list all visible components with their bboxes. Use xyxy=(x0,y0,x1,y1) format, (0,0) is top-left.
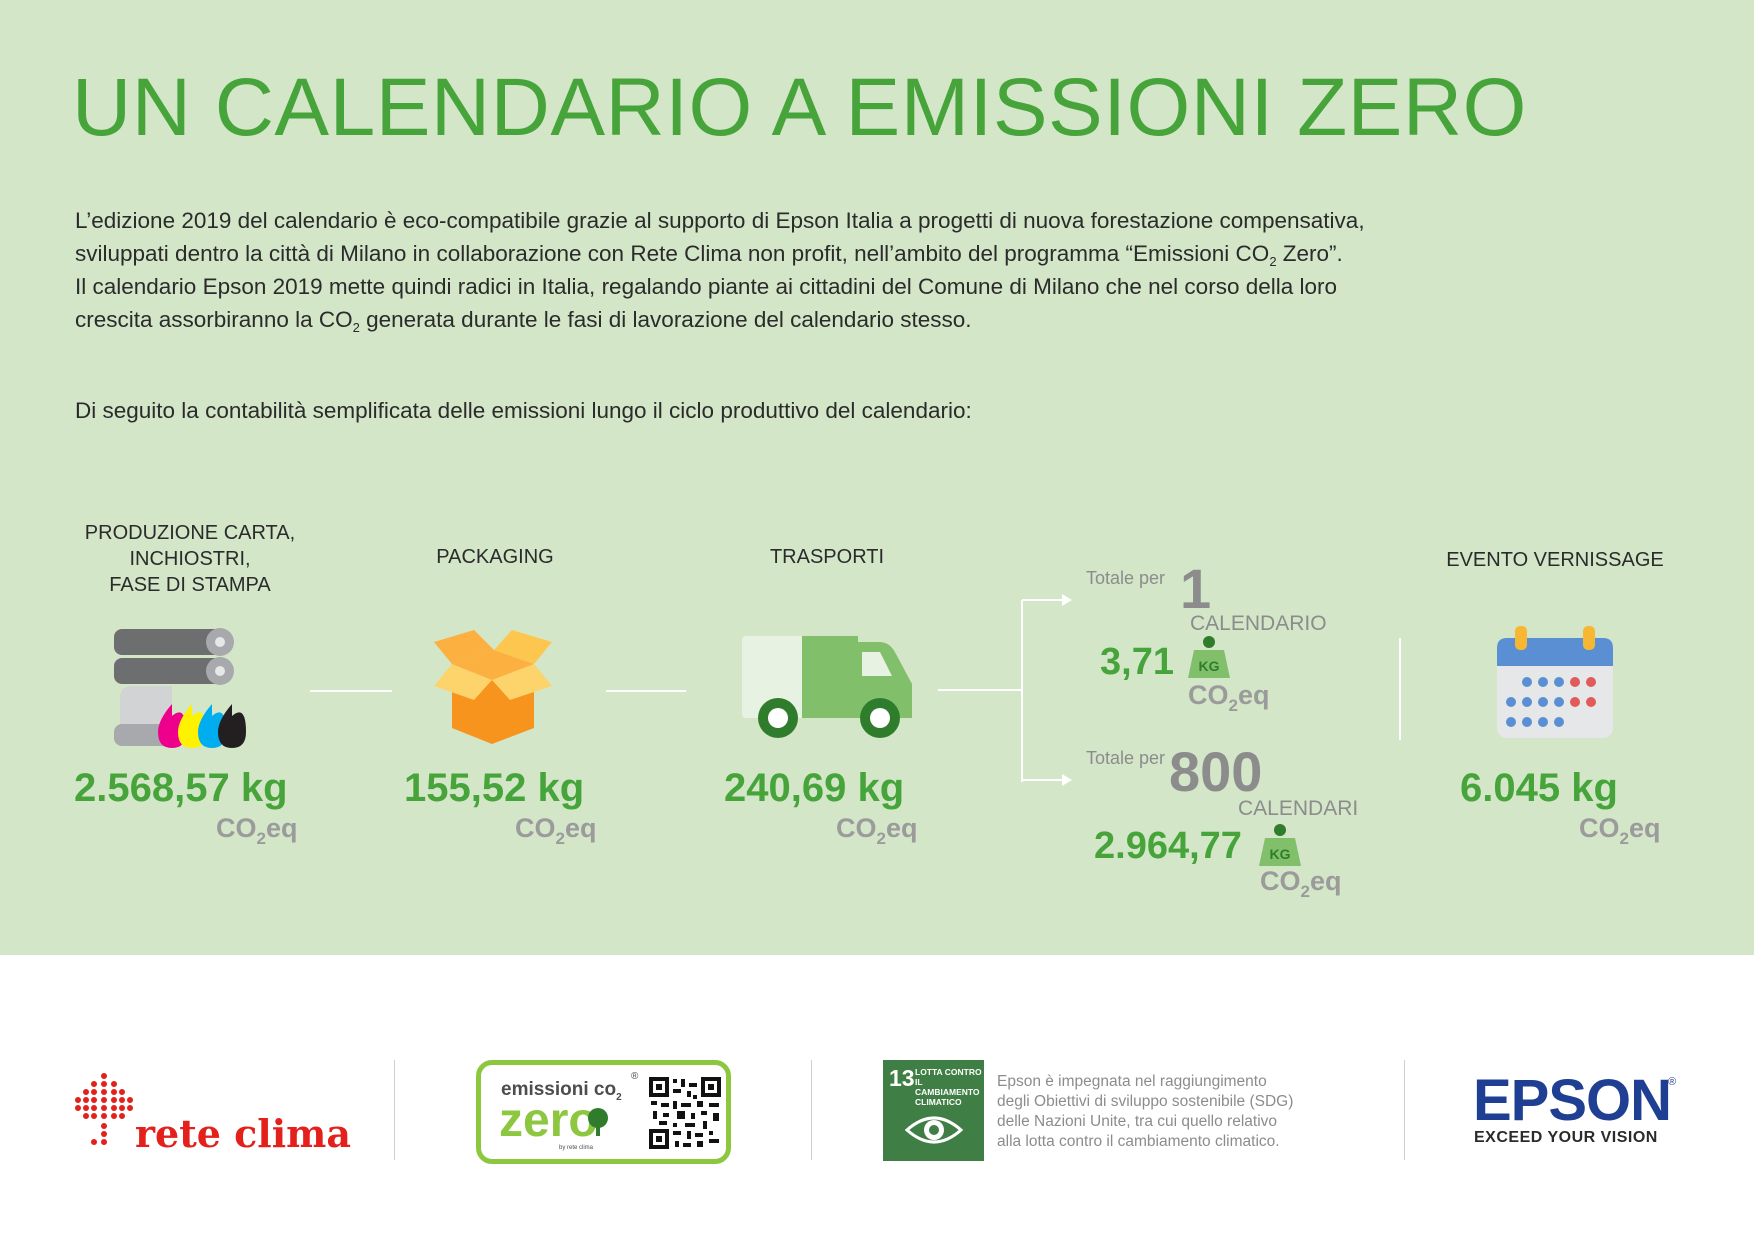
total-one-unit: CO2eq xyxy=(1188,680,1270,715)
footer-divider xyxy=(1404,1060,1405,1160)
total-one-value: 3,71 xyxy=(1100,641,1174,683)
zero-label: zero xyxy=(499,1094,598,1147)
epson-logo: EPSON xyxy=(1473,1068,1672,1133)
weight-kg-icon: KG xyxy=(1259,824,1301,866)
total-many-caption: CALENDARI xyxy=(1238,797,1359,820)
intro-line-1: L’edizione 2019 del calendario è eco-com… xyxy=(75,208,1365,233)
delivery-truck-icon xyxy=(742,636,912,738)
stage-label-packaging: PACKAGING xyxy=(436,546,554,568)
page-title: UN CALENDARIO A EMISSIONI ZERO xyxy=(72,62,1527,153)
stage-label-evento: EVENTO VERNISSAGE xyxy=(1446,549,1664,571)
stage-value-evento: 6.045 kg xyxy=(1460,766,1618,810)
svg-text:KG: KG xyxy=(1199,658,1220,674)
connector-line xyxy=(310,690,392,692)
stage-label-trasporti: TRASPORTI xyxy=(769,546,885,568)
intro-paragraph: L’edizione 2019 del calendario è eco-com… xyxy=(75,204,1495,336)
total-one-number: 1 xyxy=(1180,557,1212,620)
stage-unit-evento: CO2eq xyxy=(1579,813,1661,848)
stage-unit-packaging: CO2eq xyxy=(515,813,597,848)
branch-arrows xyxy=(938,594,1072,786)
emissioni-by: by rete clima xyxy=(559,1145,594,1151)
total-one-caption: CALENDARIO xyxy=(1190,612,1327,635)
stage-value-packaging: 155,52 kg xyxy=(404,766,585,810)
intro-line-2: sviluppati dentro la città di Milano in … xyxy=(75,241,1343,269)
hero-panel xyxy=(0,0,1754,955)
lead-text: Di seguito la contabilità semplificata d… xyxy=(75,398,972,423)
calendar-icon xyxy=(1497,626,1613,738)
weight-kg-icon: KG xyxy=(1188,636,1230,678)
emissioni-zero-logo: emissioni co2 zero by rete clima ® xyxy=(476,1060,731,1164)
intro-line-4: crescita assorbiranno la CO2 generata du… xyxy=(75,307,972,335)
sdg-number: 13 xyxy=(889,1065,915,1091)
open-box-icon xyxy=(434,630,552,744)
total-one-prefix: Totale per xyxy=(1086,568,1166,588)
stage-unit-trasporti: CO2eq xyxy=(836,813,918,848)
total-many-unit: CO2eq xyxy=(1260,866,1342,901)
section-divider xyxy=(1399,638,1401,740)
total-many-value: 2.964,77 xyxy=(1094,825,1242,867)
rete-clima-logo-icon xyxy=(75,1073,133,1145)
intro-line-3: Il calendario Epson 2019 mette quindi ra… xyxy=(75,274,1338,299)
connector-line xyxy=(606,690,686,692)
total-many-prefix: Totale per xyxy=(1086,748,1166,768)
svg-text:KG: KG xyxy=(1270,846,1291,862)
tree-icon xyxy=(588,1108,608,1136)
footer-divider xyxy=(394,1060,395,1160)
sdg-label: LOTTA CONTRO IL CAMBIAMENTO CLIMATICO xyxy=(915,1067,982,1107)
eye-globe-icon xyxy=(905,1116,963,1144)
stage-unit-produzione: CO2eq xyxy=(216,813,298,848)
sdg-13-badge: 13 LOTTA CONTRO IL CAMBIAMENTO CLIMATICO xyxy=(883,1060,984,1161)
stage-value-produzione: 2.568,57 kg xyxy=(74,766,288,810)
registered-mark: ® xyxy=(631,1071,639,1082)
epson-registered-mark: ® xyxy=(1668,1076,1677,1088)
qr-code-icon xyxy=(649,1077,721,1149)
sdg-description: Epson è impegnata nel raggiungimento deg… xyxy=(997,1073,1294,1150)
stage-label-produzione: PRODUZIONE CARTA, INCHIOSTRI, FASE DI ST… xyxy=(84,522,296,596)
footer-divider xyxy=(811,1060,812,1160)
emissioni-label: emissioni co2 xyxy=(501,1079,622,1103)
epson-tagline: EXCEED YOUR VISION xyxy=(1474,1129,1658,1146)
total-many-number: 800 xyxy=(1169,740,1263,803)
rete-clima-logo: rete clima xyxy=(135,1111,351,1156)
stage-value-trasporti: 240,69 kg xyxy=(724,766,905,810)
printing-rollers-ink-icon xyxy=(114,628,246,748)
